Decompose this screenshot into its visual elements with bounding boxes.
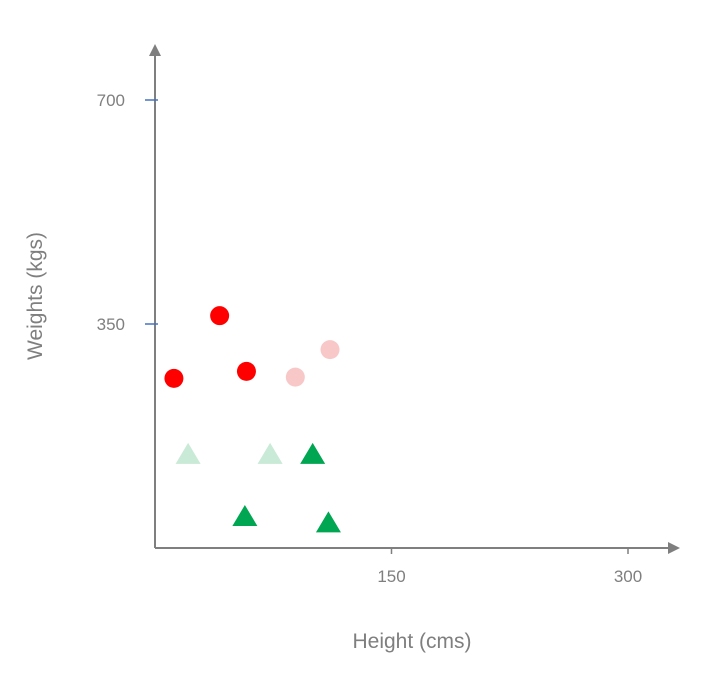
ticks: 150 300 350 700 — [97, 91, 643, 586]
data-point-triangle — [175, 442, 201, 464]
x-axis-title: Height (cms) — [352, 630, 471, 653]
y-tick-label: 700 — [97, 91, 125, 110]
data-point-triangle — [300, 442, 326, 464]
x-tick-label: 300 — [614, 567, 642, 586]
y-axis-arrow — [149, 44, 161, 56]
data-point-circle — [320, 340, 340, 360]
data-point-circle — [164, 368, 184, 388]
y-tick-label: 350 — [97, 315, 125, 334]
x-tick-label: 150 — [377, 567, 405, 586]
data-point-triangle — [315, 511, 341, 533]
data-point-triangle — [232, 505, 258, 526]
data-marks — [164, 306, 341, 533]
data-point-triangle — [257, 442, 283, 464]
x-axis-arrow — [668, 542, 680, 554]
data-point-circle — [285, 367, 305, 387]
data-point-circle — [236, 361, 256, 381]
y-axis-title: Weights (kgs) — [24, 232, 47, 360]
data-point-circle — [210, 306, 230, 326]
axes — [149, 44, 680, 554]
